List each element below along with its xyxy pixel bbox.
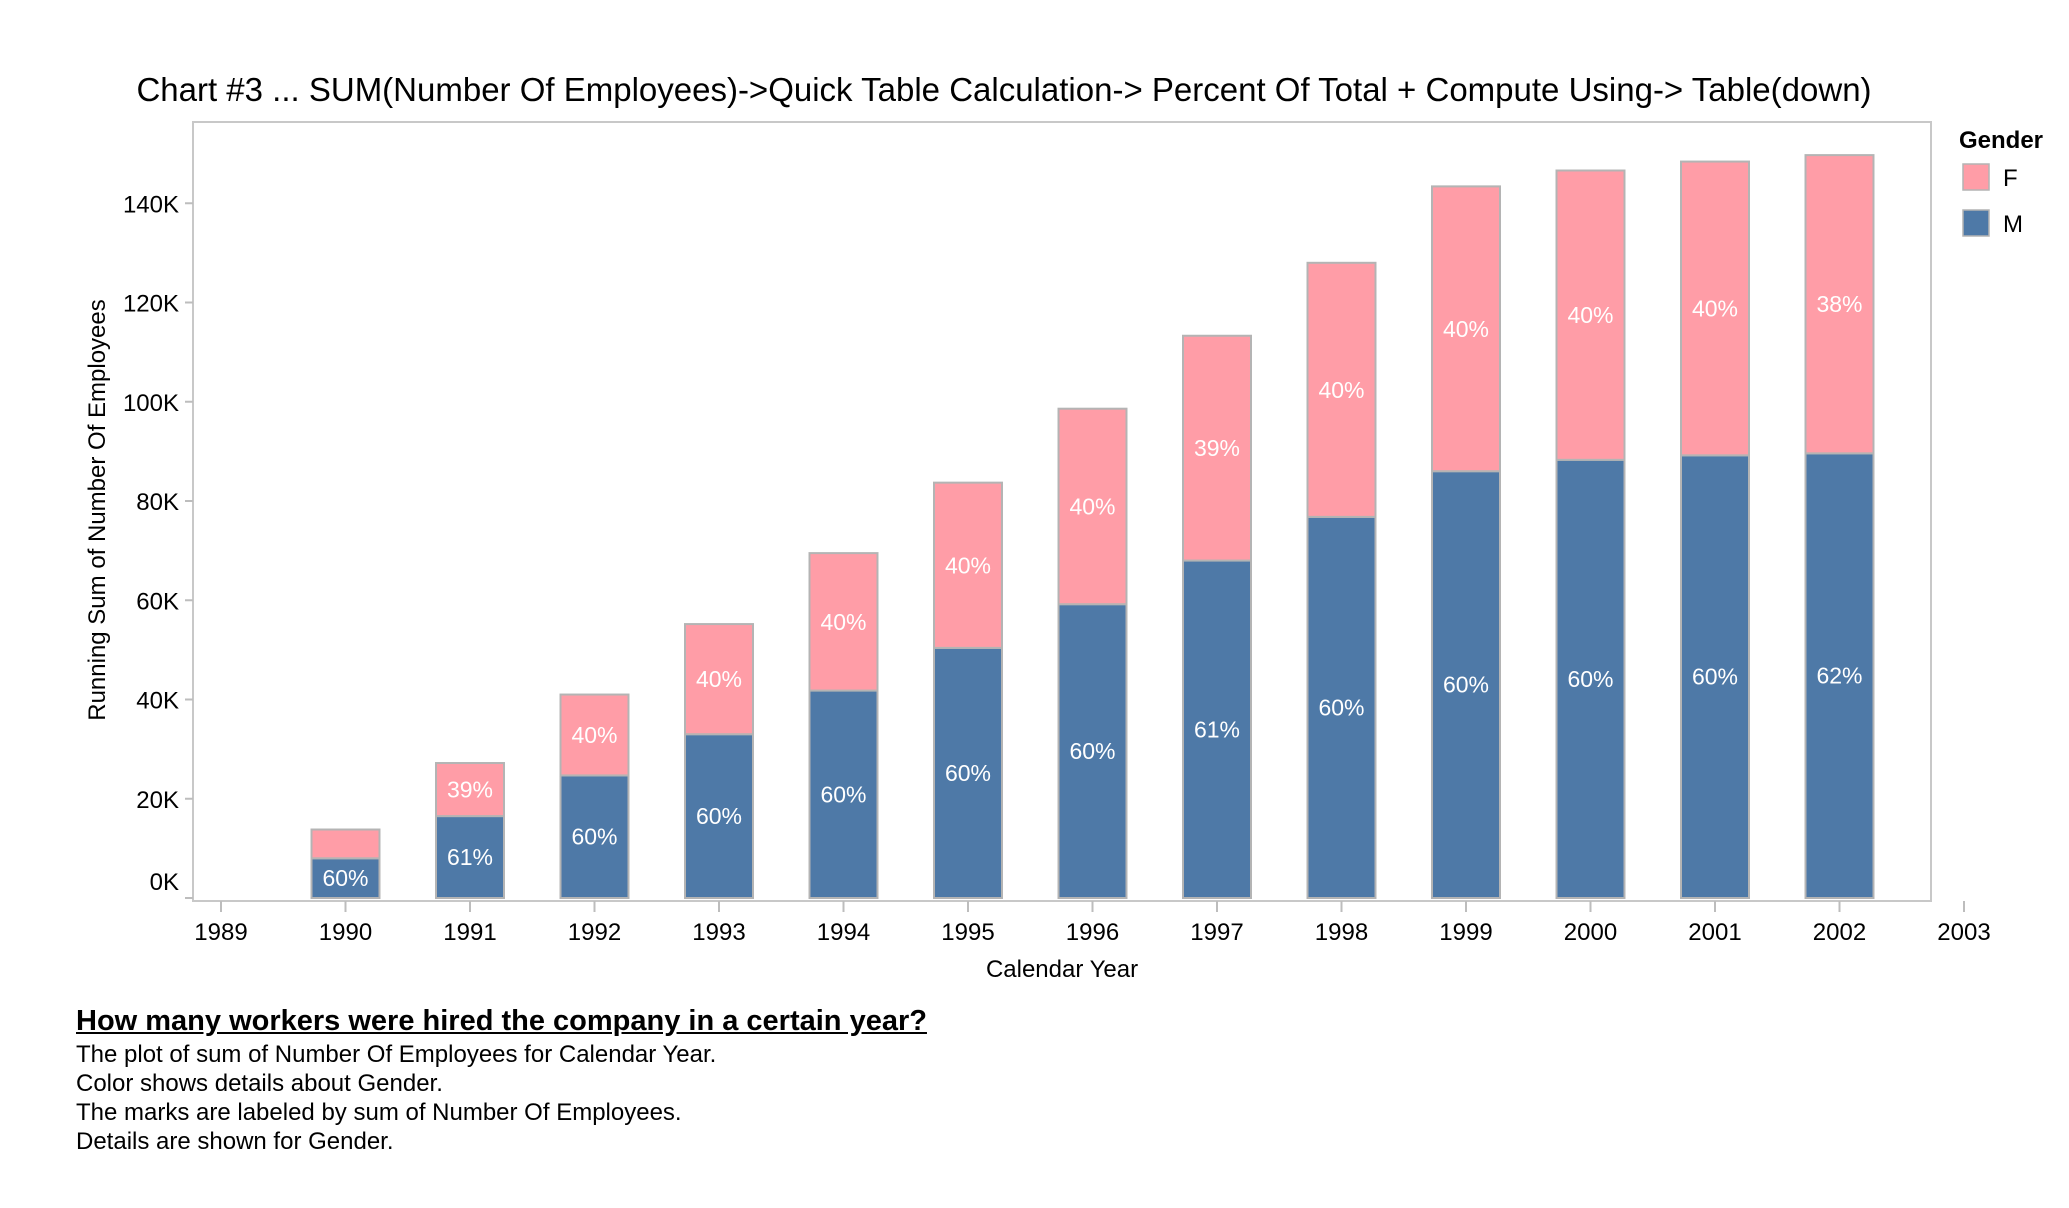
- y-tick-label: 40K: [136, 688, 179, 715]
- legend-label: F: [2003, 165, 2018, 192]
- bar-label: 40%: [571, 722, 617, 748]
- y-tick-label: 100K: [123, 390, 179, 417]
- x-tick-label: 1989: [194, 919, 247, 946]
- bar-segment-f: [1804, 154, 1875, 455]
- bar-label: 60%: [1567, 666, 1613, 692]
- bar-segment-f: [1306, 261, 1377, 518]
- bar-segment-f: [310, 828, 381, 860]
- bar-segment-m: [1555, 458, 1626, 899]
- bar-label: 60%: [820, 781, 866, 807]
- bar-label: 40%: [1692, 295, 1738, 321]
- x-tick-label: 2000: [1564, 919, 1617, 946]
- bar-segment-m: [559, 774, 630, 900]
- legend-swatch-m: [1962, 209, 1990, 237]
- y-tick-label: 120K: [123, 291, 179, 318]
- x-tick-label: 1996: [1066, 919, 1119, 946]
- y-tick-label: 60K: [136, 588, 179, 615]
- bar-label: 40%: [820, 609, 866, 635]
- legend-label: M: [2003, 211, 2023, 238]
- x-tick-label: 1992: [568, 919, 621, 946]
- caption-line: Color shows details about Gender.: [76, 1070, 443, 1097]
- bar-label: 40%: [1443, 316, 1489, 342]
- bar-segment-f: [1555, 169, 1626, 461]
- x-tick-label: 2002: [1813, 919, 1866, 946]
- bar-segment-m: [1804, 452, 1875, 899]
- bar-label: 60%: [696, 803, 742, 829]
- plot-area-frame: [192, 121, 1932, 902]
- bar-segment-f: [684, 623, 754, 736]
- bar-segment-m: [808, 689, 879, 899]
- x-tick-label: 1999: [1439, 919, 1492, 946]
- x-tick-label: 1990: [319, 919, 372, 946]
- legend-swatch-f: [1962, 163, 1990, 191]
- x-tick-label: 1993: [692, 919, 745, 946]
- bar-label: 60%: [1443, 672, 1489, 698]
- bar-segment-f: [1680, 160, 1750, 457]
- y-tick-label: 0K: [150, 869, 179, 896]
- bar-label: 60%: [1318, 694, 1364, 720]
- bar-segment-f: [1431, 185, 1501, 473]
- caption-line: Details are shown for Gender.: [76, 1128, 394, 1155]
- y-tick-label: 80K: [136, 489, 179, 516]
- x-tick-label: 2003: [1937, 919, 1990, 946]
- bar-label: 39%: [1194, 435, 1240, 461]
- x-axis: 1989 1990 1991 1992 1993 1994 1995 1996 1997 1998…: [194, 901, 1991, 946]
- x-tick-label: 1994: [817, 919, 870, 946]
- y-tick-label: 20K: [136, 787, 179, 814]
- bar-label: 60%: [322, 865, 368, 891]
- bar-label: 61%: [447, 844, 493, 870]
- bar-segment-m: [1680, 454, 1750, 899]
- bar-label: 60%: [1692, 664, 1738, 690]
- y-axis-title: Running Sum of Number Of Employees: [84, 299, 111, 721]
- x-tick-label: 1997: [1190, 919, 1243, 946]
- caption: How many workers were hired the company …: [76, 1004, 1476, 1156]
- chart-title: Chart #3 ... SUM(Number Of Employees)->Q…: [136, 71, 1871, 108]
- bars: [310, 154, 1875, 900]
- bar-label: 38%: [1816, 291, 1862, 317]
- bar-label: 40%: [1567, 302, 1613, 328]
- bar-label: 40%: [1069, 493, 1115, 519]
- bar-segment-m: [1306, 515, 1377, 899]
- bar-segment-f: [1182, 334, 1252, 562]
- x-tick-label: 2001: [1688, 919, 1741, 946]
- bar-label: 60%: [1069, 738, 1115, 764]
- x-tick-label: 1995: [941, 919, 994, 946]
- bar-segment-f: [559, 693, 630, 777]
- bar-segment-f: [933, 481, 1003, 649]
- bar-label: 40%: [945, 552, 991, 578]
- bar-label: 40%: [696, 666, 742, 692]
- bar-segment-m: [1057, 603, 1128, 899]
- y-axis: 0K 20K 40K 60K 80K 100K 120K 140K: [123, 191, 193, 899]
- bar-segment-f: [435, 762, 505, 818]
- bar-segment-m: [684, 733, 754, 899]
- caption-line: The plot of sum of Number Of Employees f…: [76, 1041, 717, 1068]
- bar-label: 40%: [1318, 377, 1364, 403]
- y-tick-label: 140K: [123, 191, 179, 218]
- bar-label: 60%: [571, 824, 617, 850]
- x-axis-title: Calendar Year: [986, 956, 1138, 983]
- x-tick-label: 1991: [443, 919, 496, 946]
- caption-line: The marks are labeled by sum of Number O…: [76, 1099, 682, 1126]
- bar-label: 39%: [447, 777, 493, 803]
- bar-segment-m: [1431, 470, 1501, 899]
- bar-segment-f: [808, 552, 879, 692]
- x-tick-label: 1998: [1315, 919, 1368, 946]
- bar-segment-f: [1057, 407, 1128, 606]
- caption-heading: How many workers were hired the company …: [76, 1005, 927, 1037]
- bar-segment-m: [310, 857, 381, 899]
- legend: Gender FM: [1959, 127, 2043, 238]
- bar-label: 61%: [1194, 716, 1240, 742]
- bar-label: 60%: [945, 760, 991, 786]
- bar-label: 62%: [1816, 663, 1862, 689]
- legend-title: Gender: [1959, 127, 2043, 154]
- bar-labels: 60% 61% 39% 60% 40% 60% 40% 60% 40% 60% 40% 60% 40% 6…: [322, 291, 1862, 891]
